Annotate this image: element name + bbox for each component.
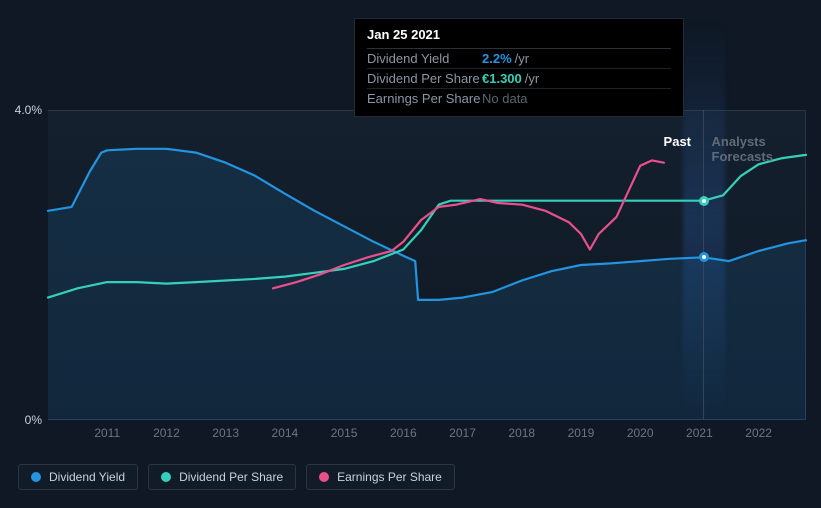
chart-legend: Dividend Yield Dividend Per Share Earnings… [18, 464, 455, 490]
dividend-chart: Jan 25 2021 Dividend Yield2.2%/yrDividen… [0, 0, 821, 508]
legend-label: Dividend Yield [49, 470, 125, 484]
x-axis-tick: 2019 [568, 426, 595, 440]
tooltip-row-value: €1.300 [482, 71, 522, 86]
tooltip-row-label: Earnings Per Share [367, 91, 482, 106]
tooltip-row: Dividend Per Share€1.300/yr [367, 69, 671, 89]
x-axis-tick: 2014 [272, 426, 299, 440]
x-axis-tick: 2017 [449, 426, 476, 440]
legend-toggle-dividend_yield[interactable]: Dividend Yield [18, 464, 138, 490]
tooltip-row-unit: /yr [515, 51, 529, 66]
tooltip-date: Jan 25 2021 [367, 27, 671, 49]
x-axis-tick: 2021 [686, 426, 713, 440]
legend-swatch-icon [31, 472, 41, 482]
series-marker-dividend_per_share [699, 196, 709, 206]
chart-lines [48, 110, 806, 420]
chart-tooltip: Jan 25 2021 Dividend Yield2.2%/yrDividen… [354, 18, 684, 117]
x-axis-tick: 2022 [745, 426, 772, 440]
x-axis-tick: 2016 [390, 426, 417, 440]
tooltip-row: Dividend Yield2.2%/yr [367, 49, 671, 69]
tooltip-row-nodata: No data [482, 91, 528, 106]
tooltip-row: Earnings Per ShareNo data [367, 89, 671, 108]
tooltip-row-value: 2.2% [482, 51, 512, 66]
legend-label: Earnings Per Share [337, 470, 442, 484]
legend-label: Dividend Per Share [179, 470, 283, 484]
x-axis-tick: 2018 [508, 426, 535, 440]
y-axis-tick: 4.0% [15, 103, 42, 117]
tooltip-row-label: Dividend Yield [367, 51, 482, 66]
x-axis-tick: 2011 [94, 426, 120, 440]
x-axis-tick: 2012 [153, 426, 180, 440]
x-axis-tick: 2015 [331, 426, 358, 440]
x-axis-tick: 2013 [212, 426, 239, 440]
legend-toggle-earnings_per_share[interactable]: Earnings Per Share [306, 464, 455, 490]
x-axis-labels: 2011 2012 2013 2014 2015 2016 2017 2018 2019 2020… [48, 426, 806, 444]
plot-area[interactable]: Past Analysts Forecasts 0%4.0% [48, 110, 806, 420]
legend-swatch-icon [161, 472, 171, 482]
series-marker-dividend_yield [699, 252, 709, 262]
legend-toggle-dividend_per_share[interactable]: Dividend Per Share [148, 464, 296, 490]
y-axis-tick: 0% [25, 413, 42, 427]
x-axis-tick: 2020 [627, 426, 654, 440]
legend-swatch-icon [319, 472, 329, 482]
tooltip-row-unit: /yr [525, 71, 539, 86]
tooltip-row-label: Dividend Per Share [367, 71, 482, 86]
